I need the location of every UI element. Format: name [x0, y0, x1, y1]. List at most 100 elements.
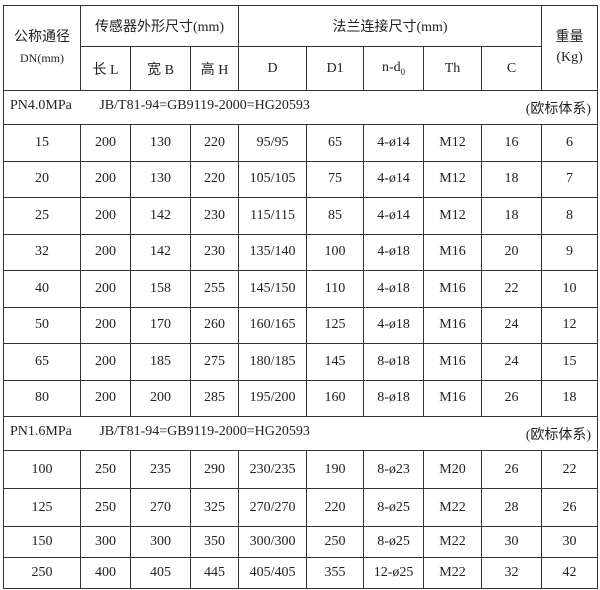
table-cell: 18 — [481, 160, 543, 198]
table-cell: 75 — [306, 160, 365, 198]
table-cell: 24 — [481, 306, 543, 344]
table-cell: 142 — [130, 197, 191, 235]
table-cell: 300 — [80, 526, 131, 558]
table-cell: 4-ø14 — [363, 197, 425, 235]
table-cell: 30 — [541, 526, 599, 558]
table-cell: 16 — [481, 124, 543, 162]
table-cell: 150 — [3, 526, 81, 558]
table-cell: 325 — [189, 488, 240, 527]
table-cell: M16 — [423, 306, 483, 344]
table-row: 250 400 405 445 405/405 355 12-ø25 M22 32 42 — [3, 557, 599, 589]
section-header: PN1.6MPa JB/T81-94=GB9119-2000=HG20593 (… — [2, 416, 599, 451]
table-cell: M20 — [423, 450, 483, 489]
table-cell: M16 — [423, 233, 483, 271]
table-cell: 110 — [306, 270, 365, 308]
table-cell: 200 — [80, 197, 131, 235]
table-cell: 125 — [3, 488, 81, 527]
table-cell: 135/140 — [238, 233, 308, 271]
table-cell: 115/115 — [238, 197, 308, 235]
table-cell: 8-ø18 — [363, 379, 425, 417]
table-cell: 18 — [541, 379, 599, 417]
table-cell: 405 — [130, 557, 191, 589]
table-cell: M12 — [423, 160, 483, 198]
table-cell: 125 — [306, 306, 365, 344]
table-cell: 12-ø25 — [363, 557, 425, 589]
table-cell: 4-ø14 — [363, 160, 425, 198]
nd-label: n-d — [381, 60, 401, 76]
col-header-L: 长 L — [80, 46, 131, 91]
table-cell: 200 — [80, 343, 131, 381]
table-cell: 300 — [130, 526, 191, 558]
table-cell: 28 — [481, 488, 543, 527]
table-cell: 12 — [541, 306, 599, 344]
table-cell: 250 — [3, 557, 81, 589]
table-cell: 185 — [130, 343, 191, 381]
table-cell: 6 — [541, 124, 599, 162]
table-cell: 130 — [130, 124, 191, 162]
table-cell: 32 — [481, 557, 543, 589]
table-cell: 235 — [130, 450, 191, 489]
standard-label: JB/T81-94=GB9119-2000=HG20593 — [99, 423, 310, 439]
table-cell: 50 — [3, 306, 81, 344]
table-row: 100 250 235 290 230/235 190 8-ø23 M20 26 22 — [3, 450, 599, 489]
table-cell: 250 — [80, 450, 131, 489]
dn-unit: DN(mm) — [20, 51, 64, 65]
table-cell: 32 — [3, 233, 81, 271]
table-cell: 350 — [189, 526, 240, 558]
system-label: (欧标体系) — [525, 427, 592, 443]
table-cell: M12 — [423, 197, 483, 235]
table-cell: 405/405 — [238, 557, 308, 589]
table-cell: 160/165 — [238, 306, 308, 344]
table-row: 32 200 142 230 135/140 100 4-ø18 M16 20 9 — [3, 233, 599, 271]
table-cell: 145/150 — [238, 270, 308, 308]
table-cell: M16 — [423, 270, 483, 308]
col-header-C: C — [481, 46, 543, 91]
table-cell: 290 — [189, 450, 240, 489]
table-cell: 445 — [189, 557, 240, 589]
col-header-B: 宽 B — [130, 46, 191, 91]
table-cell: 7 — [541, 160, 599, 198]
table-cell: 8-ø25 — [363, 488, 425, 527]
table-cell: 270 — [130, 488, 191, 527]
table-cell: 95/95 — [238, 124, 308, 162]
table-row: 125 250 270 325 270/270 220 8-ø25 M22 28 26 — [3, 488, 599, 527]
table-cell: 160 — [306, 379, 365, 417]
table-cell: 285 — [189, 379, 240, 417]
table-cell: 25 — [3, 197, 81, 235]
system-label: (欧标体系) — [525, 101, 592, 117]
table-row: 65 200 185 275 180/185 145 8-ø18 M16 24 15 — [3, 343, 599, 381]
section-header: PN4.0MPa JB/T81-94=GB9119-2000=HG20593 (… — [2, 90, 599, 125]
table-cell: 200 — [80, 160, 131, 198]
table-cell: 220 — [306, 488, 365, 527]
table-cell: 80 — [3, 379, 81, 417]
section-header-row: PN4.0MPa JB/T81-94=GB9119-2000=HG20593 (… — [2, 90, 599, 125]
table-cell: 200 — [80, 270, 131, 308]
table-cell: M16 — [423, 379, 483, 417]
table-cell: 260 — [189, 306, 240, 344]
table-cell: 8-ø23 — [363, 450, 425, 489]
table-cell: 230 — [189, 197, 240, 235]
table-cell: 26 — [481, 379, 543, 417]
table-cell: 200 — [80, 306, 131, 344]
table-cell: 15 — [541, 343, 599, 381]
table-cell: 22 — [541, 450, 599, 489]
table-cell: 255 — [189, 270, 240, 308]
table-cell: 65 — [306, 124, 365, 162]
table-cell: 24 — [481, 343, 543, 381]
pressure-label: PN4.0MPa — [10, 97, 72, 113]
section-header-row: PN1.6MPa JB/T81-94=GB9119-2000=HG20593 (… — [2, 416, 599, 451]
table-cell: 15 — [3, 124, 81, 162]
flange-group-header: 法兰连接尺寸(mm) — [238, 5, 543, 47]
table-cell: 4-ø18 — [363, 233, 425, 271]
sensor-group-header: 传感器外形尺寸(mm) — [79, 5, 240, 47]
table-cell: 230/235 — [238, 450, 308, 489]
table-cell: 200 — [130, 379, 191, 417]
weight-header: 重量 (Kg) — [541, 5, 599, 91]
table-cell: 195/200 — [238, 379, 308, 417]
table-cell: 200 — [80, 124, 131, 162]
standard-label: JB/T81-94=GB9119-2000=HG20593 — [99, 97, 310, 113]
table-cell: 250 — [306, 526, 365, 558]
table-cell: 10 — [541, 270, 599, 308]
table-cell: 250 — [80, 488, 131, 527]
table-cell: 9 — [541, 233, 599, 271]
